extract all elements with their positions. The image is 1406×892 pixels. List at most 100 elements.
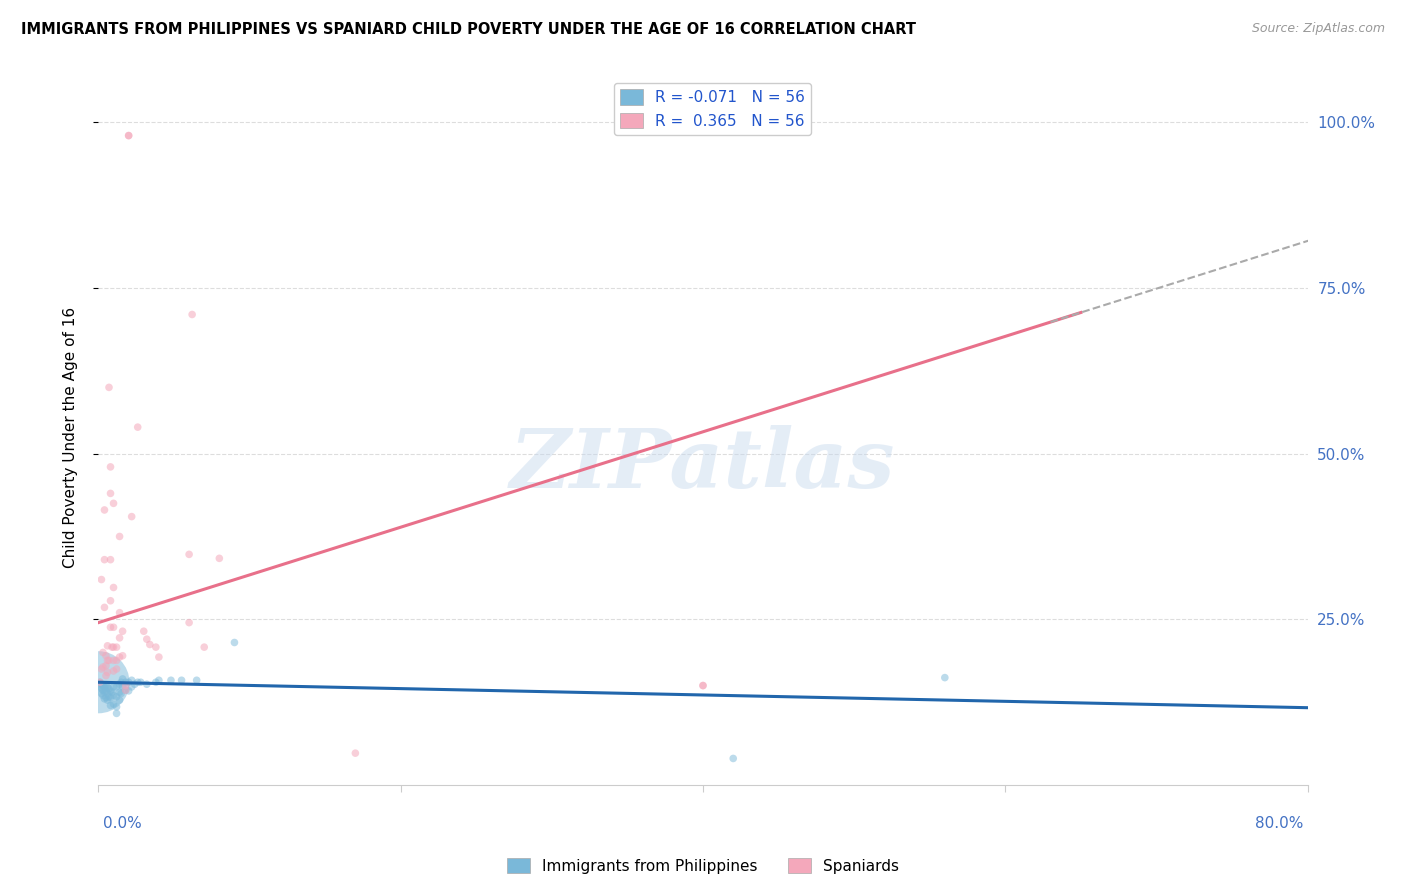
Point bbox=[87, 675, 110, 690]
Point bbox=[90, 686, 112, 700]
Point bbox=[105, 706, 128, 721]
Point bbox=[179, 615, 201, 630]
Point bbox=[108, 693, 131, 707]
Point bbox=[121, 673, 143, 688]
Point bbox=[110, 686, 132, 700]
Point bbox=[98, 690, 121, 704]
Point bbox=[934, 671, 956, 685]
Point bbox=[89, 675, 111, 690]
Point bbox=[96, 686, 118, 700]
Point bbox=[103, 664, 125, 678]
Point bbox=[105, 640, 128, 654]
Point bbox=[118, 684, 141, 698]
Point bbox=[91, 660, 114, 674]
Point bbox=[135, 632, 157, 647]
Point bbox=[94, 679, 117, 693]
Point bbox=[148, 650, 170, 665]
Point bbox=[108, 631, 131, 645]
Point bbox=[186, 673, 208, 688]
Point bbox=[208, 551, 231, 566]
Point bbox=[89, 680, 111, 694]
Point bbox=[179, 547, 201, 561]
Point bbox=[94, 658, 117, 673]
Point bbox=[170, 673, 193, 688]
Point bbox=[105, 653, 128, 667]
Point bbox=[100, 620, 122, 634]
Point bbox=[94, 690, 117, 705]
Y-axis label: Child Poverty Under the Age of 16: Child Poverty Under the Age of 16 bbox=[63, 307, 77, 567]
Point bbox=[98, 380, 121, 394]
Point bbox=[108, 529, 131, 543]
Point bbox=[114, 683, 136, 698]
Point bbox=[94, 684, 117, 698]
Point bbox=[105, 690, 128, 704]
Point bbox=[91, 645, 114, 659]
Point bbox=[103, 640, 125, 654]
Point bbox=[103, 653, 125, 667]
Point bbox=[103, 697, 125, 711]
Point bbox=[103, 680, 125, 694]
Point bbox=[118, 128, 141, 143]
Point bbox=[93, 552, 115, 566]
Point bbox=[108, 685, 131, 699]
Point bbox=[135, 677, 157, 691]
Point bbox=[93, 503, 115, 517]
Point bbox=[94, 668, 117, 682]
Point bbox=[93, 691, 115, 706]
Point bbox=[90, 662, 112, 676]
Point bbox=[224, 635, 246, 649]
Point bbox=[193, 640, 215, 654]
Point bbox=[103, 620, 125, 634]
Point bbox=[132, 624, 155, 639]
Point bbox=[103, 581, 125, 595]
Point bbox=[114, 683, 136, 698]
Point bbox=[90, 681, 112, 696]
Point bbox=[93, 680, 115, 694]
Point bbox=[100, 593, 122, 607]
Point bbox=[692, 679, 714, 693]
Point bbox=[108, 650, 131, 665]
Point bbox=[127, 420, 149, 434]
Point bbox=[118, 128, 141, 143]
Point bbox=[105, 662, 128, 676]
Text: 80.0%: 80.0% bbox=[1256, 816, 1303, 831]
Point bbox=[96, 639, 118, 653]
Point bbox=[91, 679, 114, 693]
Point bbox=[723, 751, 745, 765]
Point bbox=[114, 679, 136, 693]
Point bbox=[100, 552, 122, 566]
Point bbox=[129, 675, 152, 690]
Point bbox=[127, 675, 149, 690]
Point bbox=[148, 673, 170, 688]
Text: IMMIGRANTS FROM PHILIPPINES VS SPANIARD CHILD POVERTY UNDER THE AGE OF 16 CORREL: IMMIGRANTS FROM PHILIPPINES VS SPANIARD … bbox=[21, 22, 917, 37]
Point bbox=[114, 675, 136, 690]
Point bbox=[160, 673, 183, 688]
Point bbox=[692, 679, 714, 693]
Point bbox=[103, 689, 125, 703]
Point bbox=[90, 677, 112, 691]
Text: ZIPatlas: ZIPatlas bbox=[510, 425, 896, 505]
Point bbox=[93, 685, 115, 699]
Point bbox=[96, 665, 118, 680]
Point bbox=[118, 675, 141, 690]
Point bbox=[108, 677, 131, 691]
Point bbox=[101, 685, 124, 699]
Point bbox=[121, 509, 143, 524]
Point bbox=[96, 653, 118, 667]
Point bbox=[101, 640, 124, 654]
Point bbox=[98, 681, 121, 696]
Point bbox=[105, 680, 128, 694]
Point bbox=[89, 675, 111, 690]
Point bbox=[100, 690, 122, 705]
Point bbox=[91, 683, 114, 698]
Point bbox=[121, 680, 143, 694]
Point bbox=[108, 606, 131, 620]
Point bbox=[100, 684, 122, 698]
Point bbox=[96, 693, 118, 707]
Point bbox=[124, 677, 146, 691]
Point bbox=[139, 638, 162, 652]
Point bbox=[94, 648, 117, 663]
Point bbox=[111, 624, 134, 639]
Point bbox=[98, 653, 121, 667]
Point bbox=[110, 675, 132, 690]
